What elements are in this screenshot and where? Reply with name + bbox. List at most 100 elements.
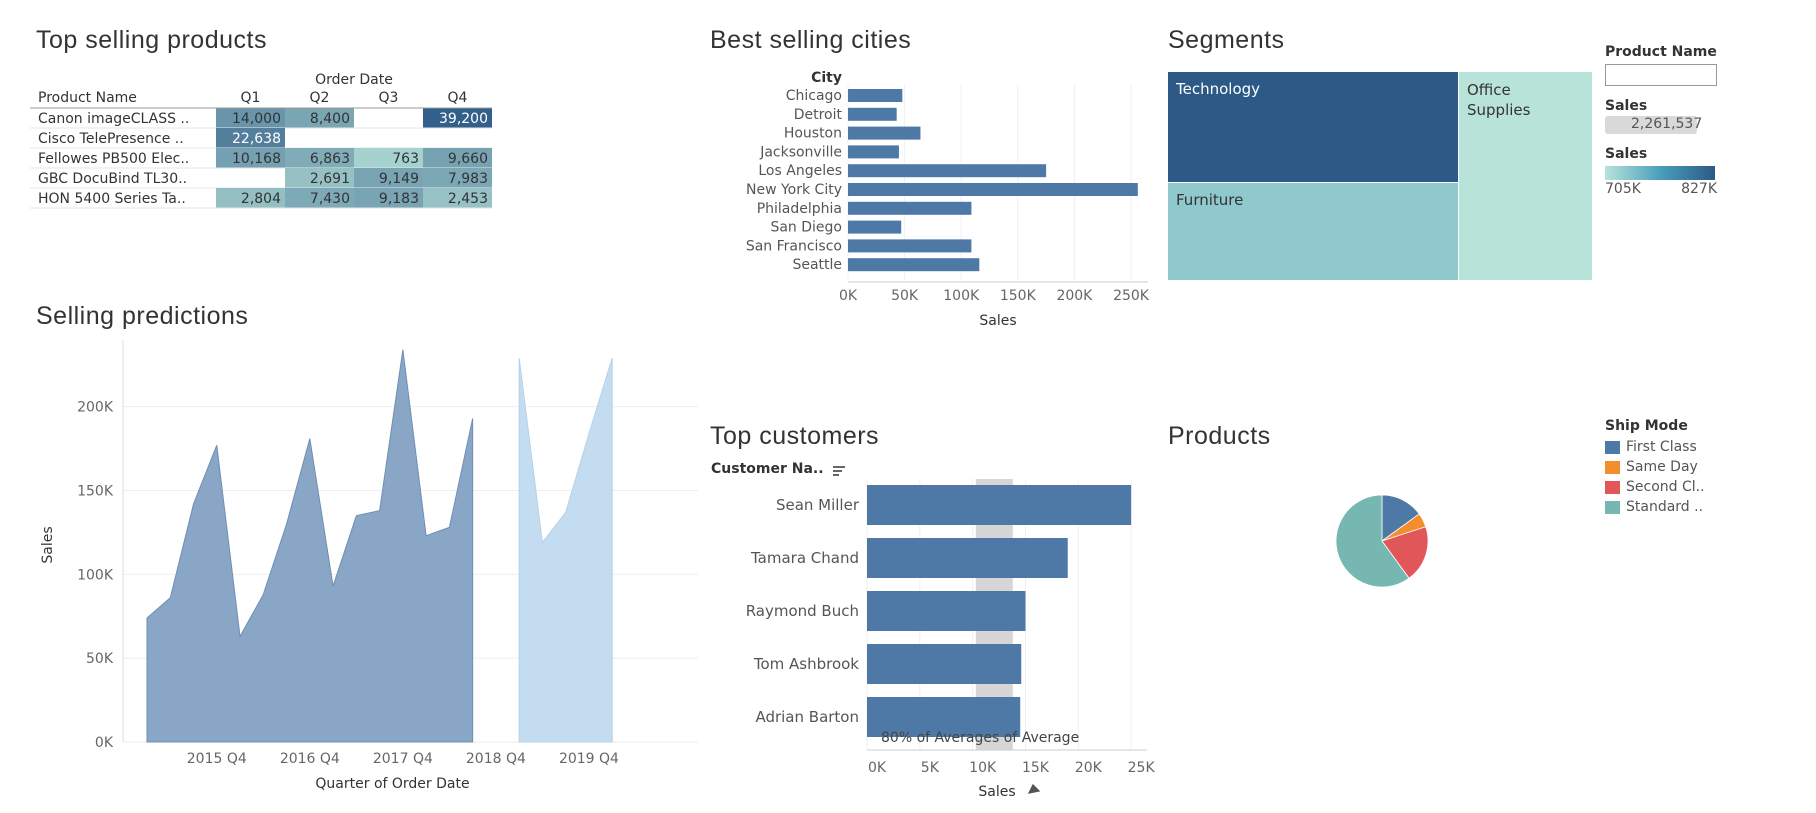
treemap-label: Office Supplies	[1467, 81, 1531, 119]
treemap-cell-technology[interactable]: Technology	[1168, 72, 1458, 182]
heat-cell	[285, 188, 354, 208]
tick-label: 2016 Q4	[280, 751, 340, 767]
legend-swatch	[1605, 460, 1620, 474]
treemap-label: Technology	[1176, 80, 1261, 98]
heat-cell-label: 22,638	[232, 131, 281, 147]
tick-label: 15K	[1022, 760, 1050, 776]
column-header: Q2	[310, 90, 330, 106]
column-header: Q1	[241, 90, 261, 106]
bar	[848, 145, 899, 159]
heat-cell-label: 39,200	[439, 111, 488, 127]
heat-cell	[354, 188, 423, 208]
tick-label: 2017 Q4	[373, 751, 433, 767]
heat-cell	[423, 168, 492, 188]
tick-label: 200K	[1056, 288, 1093, 304]
tick-label: 10K	[969, 760, 997, 776]
bar	[848, 89, 903, 102]
row-label: GBC DocuBind TL30..	[38, 171, 187, 187]
heat-cell	[285, 168, 354, 188]
row-label: Cisco TelePresence ..	[38, 131, 184, 147]
top-customers-chart: Customer Na.. Sean Miller Tamara Chand Raym…	[711, 461, 1156, 800]
heat-cell-label: 9,149	[379, 171, 419, 187]
sales-filter-slider[interactable]: 2,261,537	[1605, 116, 1702, 134]
tick-label: 100K	[943, 288, 980, 304]
legend-label: Second Cl..	[1626, 479, 1705, 495]
category-label: Detroit	[794, 107, 843, 123]
title-top-products: Top selling products	[36, 26, 267, 54]
selling-predictions-chart: 0K 50K 100K 150K 200K 2015 Q4 2016 Q4 2017 Q4 20…	[40, 340, 698, 792]
axis-header: City	[811, 70, 842, 86]
pie-slice	[1381, 526, 1429, 579]
heat-cell-label: 7,983	[448, 171, 488, 187]
column-header: Q3	[379, 90, 399, 106]
bar	[848, 220, 902, 234]
product-name-filter-label: Product Name	[1605, 44, 1717, 60]
heat-cell	[285, 108, 354, 128]
category-label: Tamara Chand	[750, 549, 859, 567]
area-series	[146, 349, 474, 743]
legend-item[interactable]: Same Day	[1605, 457, 1805, 477]
sales-color-min: 705K	[1605, 181, 1641, 197]
tick-label: 5K	[921, 760, 940, 776]
area-series	[518, 357, 613, 743]
sales-color-legend-label: Sales	[1605, 146, 1648, 162]
tick-label: 2019 Q4	[559, 751, 619, 767]
tick-label: 50K	[86, 651, 114, 667]
row-label: Canon imageCLASS ..	[38, 111, 189, 127]
tick-label: 25K	[1128, 760, 1156, 776]
tick-label: 200K	[77, 400, 114, 416]
tick-label: 2015 Q4	[187, 751, 247, 767]
heat-cell-label: 10,168	[232, 151, 281, 167]
column-header: Q4	[448, 90, 468, 106]
category-label: Houston	[784, 126, 842, 142]
tick-label: 0K	[839, 288, 858, 304]
bar	[867, 485, 1132, 525]
legend-item[interactable]: First Class	[1605, 437, 1805, 457]
heat-cell	[216, 128, 285, 148]
axis-header: Customer Na..	[711, 461, 824, 477]
row-header: Product Name	[38, 90, 137, 106]
legend-item[interactable]: Standard ..	[1605, 497, 1805, 517]
tick-label: 0K	[95, 735, 114, 751]
heat-cell-label: 9,660	[448, 151, 488, 167]
treemap-cell-furniture[interactable]: Furniture	[1168, 183, 1458, 280]
column-group-label: Order Date	[315, 72, 393, 88]
category-label: San Diego	[770, 220, 842, 236]
axis-label: Sales	[979, 313, 1016, 326]
heat-cell-label: 2,453	[448, 191, 488, 207]
sales-filter-value: 2,261,537	[1631, 116, 1703, 132]
sales-filter-label: Sales	[1605, 98, 1648, 114]
product-name-filter-input[interactable]	[1605, 64, 1717, 86]
heat-cell-label: 763	[392, 151, 419, 167]
tick-label: 150K	[77, 484, 114, 500]
bar	[867, 591, 1026, 631]
sort-icon	[833, 466, 845, 476]
category-label: Sean Miller	[776, 496, 860, 514]
legend-label: First Class	[1626, 439, 1697, 455]
bar	[867, 697, 1021, 737]
pin-icon	[1027, 783, 1041, 794]
title-best-cities: Best selling cities	[710, 26, 912, 54]
legend-label: Standard ..	[1626, 499, 1704, 515]
sales-color-ramp	[1605, 166, 1715, 180]
tick-label: 250K	[1113, 288, 1150, 304]
bar	[848, 239, 972, 253]
legend-item[interactable]: Second Cl..	[1605, 477, 1805, 497]
category-label: Raymond Buch	[746, 602, 859, 620]
title-segments: Segments	[1168, 26, 1285, 54]
heat-cell	[354, 148, 423, 168]
heat-cell	[423, 148, 492, 168]
heat-cell-label: 9,183	[379, 191, 419, 207]
bar	[848, 107, 897, 121]
category-label: Los Angeles	[758, 163, 842, 179]
heat-cell-label: 14,000	[232, 111, 281, 127]
axis-label: Quarter of Order Date	[315, 776, 469, 792]
category-label: Philadelphia	[757, 201, 842, 217]
treemap-cell-office-supplies[interactable]: Office Supplies	[1459, 72, 1592, 280]
best-cities-chart: City Chicago Detroit Houston Jacksonville Los…	[746, 70, 1150, 326]
bar	[848, 183, 1138, 196]
filter-panel: Product Name Sales 2,261,537 Sales 705K …	[1605, 44, 1805, 198]
heat-cell-label: 2,691	[310, 171, 350, 187]
ship-mode-legend: Ship Mode First Class Same Day Second Cl…	[1605, 418, 1805, 517]
pie-slice	[1335, 494, 1410, 588]
